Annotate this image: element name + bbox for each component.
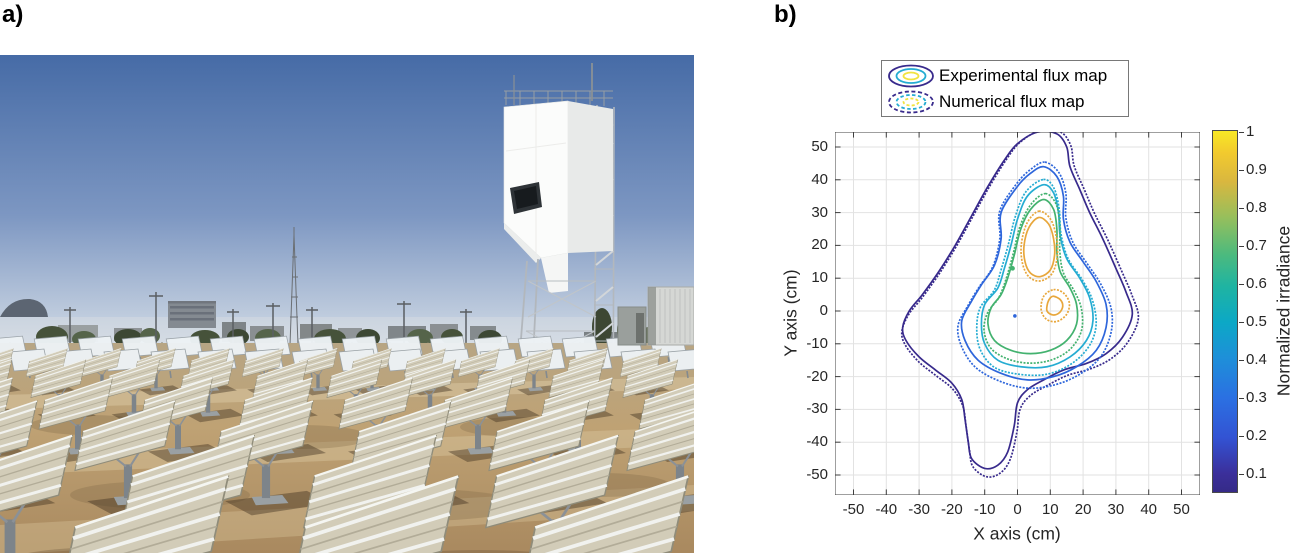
stadium-silhouette [0, 298, 48, 317]
x-tick-label: 20 [1074, 501, 1092, 518]
colorbar-tick-label: 0.3 [1246, 388, 1267, 406]
container [617, 286, 694, 346]
colorbar-tick-label: 0.2 [1246, 426, 1267, 444]
numerical-contour-0.4 [977, 179, 1096, 375]
y-tick-label: -50 [806, 466, 828, 483]
numerical-contour-0.8 [1021, 211, 1058, 281]
x-tick-label: 10 [1041, 501, 1059, 518]
legend-item-numerical: Numerical flux map [882, 89, 1128, 115]
heliostat-field-photo [0, 55, 694, 553]
x-tick-label: -30 [908, 501, 930, 518]
colorbar-tick-label: 0.8 [1246, 198, 1267, 216]
x-tick-label: 0 [1013, 501, 1022, 518]
numerical-contour-0.1 [902, 132, 1139, 477]
x-tick-label: -20 [941, 501, 963, 518]
contour-dot [1010, 266, 1015, 271]
legend-label-numerical: Numerical flux map [939, 91, 1085, 111]
panel-b-label: b) [774, 1, 797, 28]
x-tick-label: 30 [1107, 501, 1125, 518]
colorbar-tick-label: 0.7 [1246, 236, 1267, 254]
colorbar-tick-mark [1239, 473, 1244, 475]
colorbar [1212, 130, 1238, 493]
colorbar-tick-mark [1239, 131, 1244, 133]
colorbar-tick-mark [1239, 359, 1244, 361]
experimental-contour-0.25 [961, 167, 1107, 380]
colorbar-tick-label: 0.1 [1246, 464, 1267, 482]
panel-a-label: a) [2, 1, 24, 28]
colorbar-tick-mark [1239, 435, 1244, 437]
numerical-contour-0.8 [1041, 290, 1069, 322]
colorbar-tick-mark [1239, 321, 1244, 323]
colorbar-tick-mark [1239, 397, 1244, 399]
colorbar-tick-mark [1239, 207, 1244, 209]
y-tick-label: 50 [811, 138, 828, 155]
numerical-contour-0.55 [984, 194, 1083, 364]
y-tick-label: -40 [806, 433, 828, 451]
axis-ticks [835, 132, 1200, 495]
y-tick-label: 20 [811, 236, 828, 254]
y-tick-label: -10 [806, 334, 828, 352]
experimental-contour-0.8 [1047, 296, 1063, 315]
colorbar-tick-mark [1239, 169, 1244, 171]
antenna-mast [289, 227, 299, 346]
numerical-flux-glyph-icon [888, 90, 934, 113]
legend-label-experimental: Experimental flux map [939, 65, 1108, 85]
experimental-contour-0.8 [1024, 217, 1055, 276]
legend-item-experimental: Experimental flux map [882, 63, 1128, 89]
x-tick-label: 50 [1173, 501, 1190, 518]
y-tick-label: 30 [811, 203, 828, 221]
numerical-contour-0.25 [958, 162, 1113, 388]
gridlines [835, 132, 1200, 495]
colorbar-tick-mark [1239, 283, 1244, 285]
light-poles [64, 292, 472, 345]
x-axis-title: X axis (cm) [973, 523, 1061, 544]
x-tick-label: -50 [842, 501, 865, 518]
y-tick-label: -20 [806, 367, 828, 385]
colorbar-tick-label: 0.4 [1246, 350, 1267, 368]
colorbar-tick-label: 0.6 [1246, 274, 1267, 292]
experimental-contour-0.4 [981, 185, 1093, 368]
colorbar-tick-mark [1239, 245, 1244, 247]
photo-illustration [0, 55, 694, 553]
y-tick-label: -30 [806, 400, 828, 418]
contour-lines [902, 132, 1139, 477]
y-tick-label: 0 [819, 302, 828, 319]
legend: Experimental flux map Numerical flux map [881, 60, 1129, 117]
tower-railing [504, 90, 613, 106]
y-tick-label: 40 [811, 170, 828, 188]
contour-dot [1013, 314, 1017, 318]
x-tick-label: -40 [875, 501, 898, 518]
experimental-contour-0.1 [903, 132, 1133, 469]
experimental-flux-glyph-icon [888, 64, 934, 87]
y-tick-label: 10 [811, 269, 828, 287]
colorbar-tick-label: 1 [1246, 122, 1255, 140]
colorbar-tick-label: 0.5 [1246, 312, 1267, 330]
colorbar-tick-label: 0.9 [1246, 160, 1267, 178]
x-tick-label: 40 [1140, 501, 1158, 518]
solar-tower [503, 63, 615, 496]
x-tick-label: -10 [973, 501, 996, 518]
flux-map-axes [835, 132, 1200, 495]
